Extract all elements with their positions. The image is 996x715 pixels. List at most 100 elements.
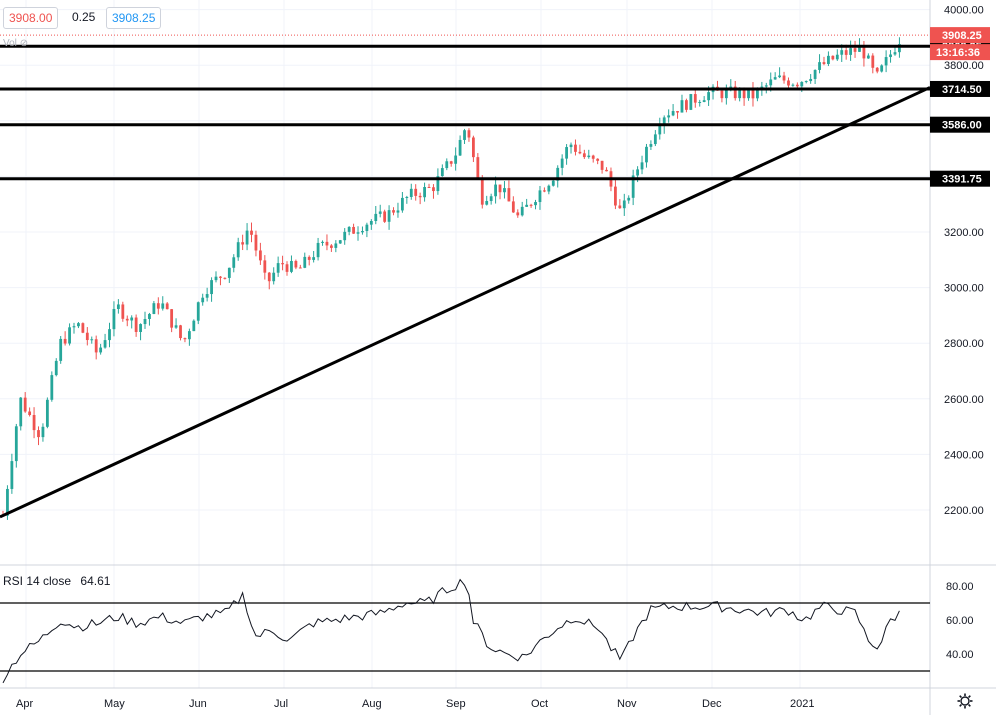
- candle-body: [751, 88, 755, 99]
- candle-body: [809, 78, 813, 82]
- candle-body: [276, 263, 280, 273]
- candle-body: [449, 161, 453, 164]
- candle-body: [636, 169, 639, 176]
- candle-body: [844, 50, 848, 55]
- candle-body: [307, 256, 311, 260]
- candle-body: [529, 204, 533, 206]
- rsi-line: [2, 578, 900, 684]
- last-price-tag: [930, 27, 990, 44]
- candle-body: [534, 202, 537, 206]
- candlestick-series: [1, 37, 901, 520]
- candle-body: [32, 414, 36, 431]
- candle-body: [72, 326, 76, 328]
- candle-body: [374, 213, 378, 222]
- candle-body: [267, 272, 271, 282]
- eye-hidden-icon[interactable]: ⊘: [19, 38, 29, 49]
- candle-body: [653, 134, 657, 145]
- rsi-panel: 40.00 60.00 80.00: [0, 578, 974, 684]
- candle-body: [54, 360, 58, 376]
- candle-body: [400, 197, 404, 211]
- candle-body: [414, 188, 418, 196]
- candle-body: [196, 302, 200, 321]
- candle-body: [503, 188, 506, 193]
- price-tick-label: 2800.00: [944, 338, 984, 350]
- candle-body: [769, 79, 773, 86]
- price-tags: 3868.253714.503586.003391.753908.2513:16…: [930, 27, 990, 187]
- candle-body: [148, 313, 151, 319]
- countdown-tag-label: 13:16:36: [936, 47, 980, 59]
- candle-body: [440, 168, 444, 177]
- candle-body: [756, 89, 759, 99]
- candle-body: [618, 205, 622, 209]
- candle-body: [587, 155, 591, 158]
- volume-label[interactable]: Vol ⊘: [3, 38, 28, 49]
- candle-body: [667, 115, 671, 118]
- candle-body: [250, 230, 253, 235]
- countdown-tag: [930, 44, 990, 61]
- candle-body: [458, 139, 462, 156]
- candle-body: [733, 86, 737, 99]
- candle-body: [19, 397, 23, 427]
- candle-body: [321, 241, 324, 243]
- candle-body: [480, 179, 484, 205]
- time-tick-label: Jul: [274, 698, 288, 710]
- time-tick-label: Oct: [531, 698, 548, 710]
- candle-body: [63, 338, 67, 344]
- candle-body: [432, 187, 435, 192]
- price-tick-label: 2600.00: [944, 394, 984, 406]
- candle-body: [574, 144, 577, 152]
- candle-body: [99, 347, 103, 353]
- rsi-legend[interactable]: RSI 14 close 64.61: [3, 574, 116, 588]
- candle-body: [787, 80, 790, 86]
- candle-body: [241, 242, 245, 245]
- candle-body: [68, 327, 71, 344]
- candle-body: [520, 206, 524, 216]
- candle-body: [436, 176, 440, 192]
- level-tag: [930, 80, 990, 97]
- candle-body: [525, 204, 529, 207]
- candle-body: [707, 92, 711, 101]
- candle-body: [565, 147, 568, 159]
- candle-body: [81, 323, 85, 333]
- candle-body: [738, 90, 742, 99]
- candle-body: [591, 155, 595, 159]
- candle-body: [365, 224, 369, 231]
- candle-body: [835, 54, 839, 60]
- candle-body: [245, 230, 249, 245]
- candle-body: [281, 263, 284, 265]
- candle-body: [849, 48, 853, 55]
- candle-body: [232, 257, 236, 268]
- bid-price[interactable]: 3908.00: [3, 7, 59, 29]
- candle-body: [494, 184, 497, 197]
- last-price-tag-label: 3908.25: [942, 30, 982, 42]
- candle-body: [645, 146, 648, 163]
- candle-body: [773, 77, 777, 80]
- gear-icon[interactable]: [956, 692, 974, 710]
- candle-body: [795, 84, 799, 87]
- candle-body: [423, 187, 426, 198]
- candle-body: [290, 260, 293, 272]
- candle-body: [352, 226, 355, 234]
- candle-body: [165, 303, 169, 310]
- candle-body: [6, 488, 9, 516]
- time-tick-label: Aug: [362, 698, 382, 710]
- candle-body: [516, 212, 520, 216]
- candle-body: [236, 242, 240, 258]
- candle-body: [329, 245, 333, 248]
- candle-body: [254, 234, 258, 251]
- candle-body: [507, 188, 511, 202]
- candle-body: [396, 210, 400, 213]
- support-resistance-lines: [0, 44, 930, 181]
- candle-body: [90, 339, 94, 341]
- ask-price[interactable]: 3908.25: [106, 7, 162, 29]
- candle-body: [174, 325, 178, 328]
- candle-body: [747, 88, 750, 99]
- time-tick-label: 2021: [790, 698, 814, 710]
- candle-body: [627, 197, 631, 201]
- candle-body: [689, 94, 693, 110]
- candle-body: [45, 399, 49, 427]
- candle-body: [605, 169, 608, 172]
- candle-body: [227, 267, 231, 278]
